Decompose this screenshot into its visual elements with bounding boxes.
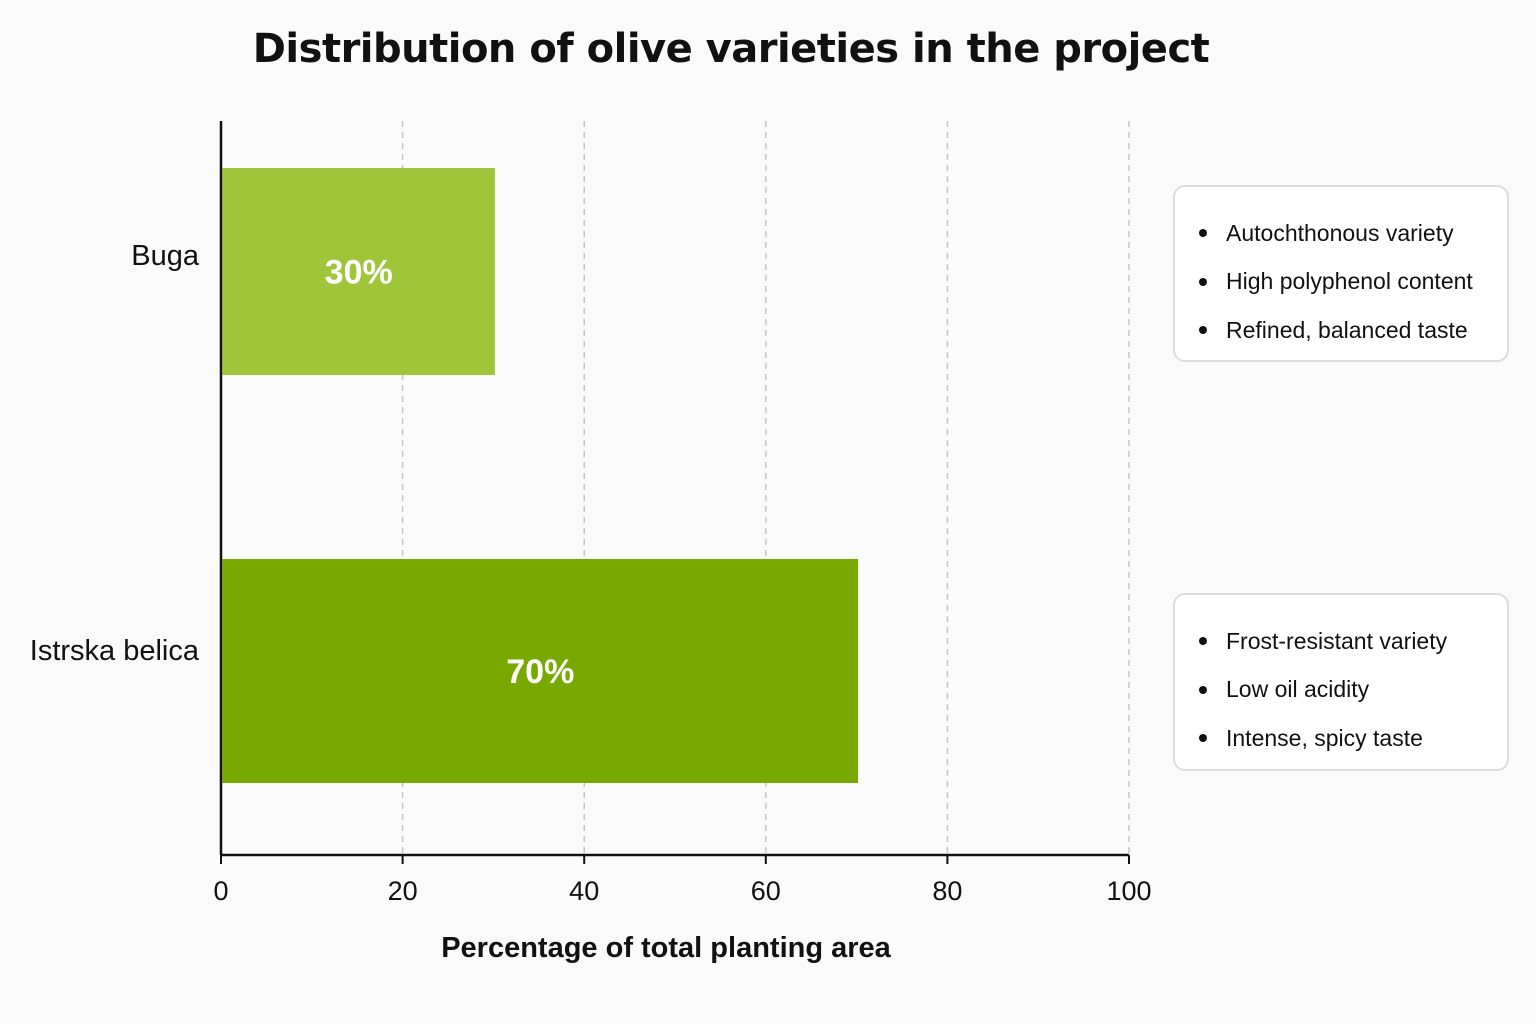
x-tick-labels: 0 20 40 60 80 100 — [213, 876, 1151, 906]
bar-value-label: 30% — [325, 254, 393, 292]
note-text: Low oil acidity — [1226, 676, 1370, 703]
istrska-belica-notes-box: Frost-resistant variety Low oil acidity … — [1173, 593, 1509, 771]
note-item: Autochthonous variety — [1199, 209, 1507, 258]
note-item: High polyphenol content — [1199, 258, 1507, 307]
category-labels: Buga Istrska belica — [30, 240, 200, 667]
bar — [222, 559, 859, 783]
category-label: Buga — [131, 240, 200, 272]
bullet-icon — [1199, 734, 1207, 743]
x-tick-label: 80 — [932, 876, 962, 906]
note-text: Refined, balanced taste — [1226, 316, 1468, 343]
note-item: Frost-resistant variety — [1199, 617, 1507, 666]
note-item: Refined, balanced taste — [1199, 306, 1507, 355]
note-text: High polyphenol content — [1226, 268, 1473, 295]
note-item: Intense, spicy taste — [1199, 714, 1507, 763]
bars: 30% 70% — [222, 168, 859, 783]
buga-notes-box: Autochthonous variety High polyphenol co… — [1173, 185, 1509, 362]
bar-value-label: 70% — [506, 653, 574, 691]
bullet-icon — [1199, 637, 1207, 646]
bullet-icon — [1199, 685, 1207, 694]
x-tick-label: 40 — [569, 876, 599, 906]
x-tick-label: 100 — [1106, 876, 1151, 906]
x-tick-label: 20 — [388, 876, 418, 906]
bar — [222, 168, 495, 375]
note-text: Autochthonous variety — [1226, 219, 1454, 246]
note-text: Frost-resistant variety — [1226, 627, 1448, 654]
x-axis-title: Percentage of total planting area — [441, 932, 891, 964]
x-tick-label: 0 — [213, 876, 228, 906]
category-label: Istrska belica — [30, 635, 200, 667]
chart-title: Distribution of olive varieties in the p… — [252, 26, 1210, 72]
bullet-icon — [1199, 229, 1207, 238]
x-tick-label: 60 — [751, 876, 781, 906]
bullet-icon — [1199, 277, 1207, 286]
note-item: Low oil acidity — [1199, 666, 1507, 715]
bullet-icon — [1199, 326, 1207, 335]
note-text: Intense, spicy taste — [1226, 724, 1423, 751]
axes — [219, 121, 1130, 864]
